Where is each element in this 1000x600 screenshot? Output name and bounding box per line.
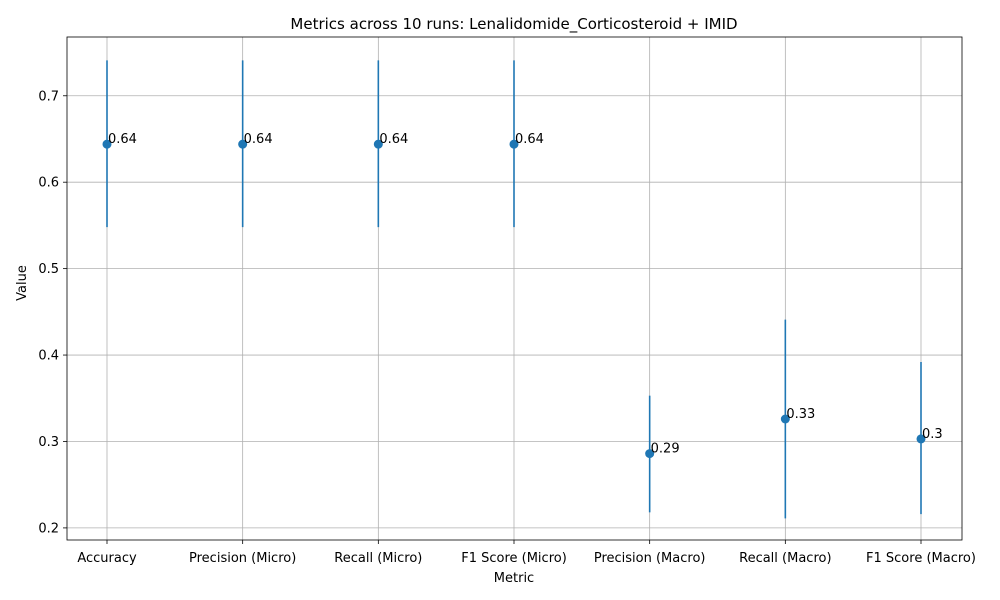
tick-layer: 0.2 0.3 0.4 0.5 0.6 0.7 Accuracy Precision (Mic… bbox=[38, 89, 976, 566]
point-layer bbox=[102, 139, 926, 459]
chart-title: Metrics across 10 runs: Lenalidomide_Cor… bbox=[290, 15, 737, 34]
data-label: 0.29 bbox=[651, 442, 680, 457]
data-label: 0.64 bbox=[515, 132, 544, 147]
x-tick-label: F1 Score (Macro) bbox=[866, 551, 976, 566]
x-tick-label: Recall (Micro) bbox=[334, 551, 422, 566]
data-point bbox=[102, 139, 112, 149]
data-label: 0.3 bbox=[922, 427, 943, 442]
data-point bbox=[373, 139, 383, 149]
x-tick-label: Recall (Macro) bbox=[739, 551, 831, 566]
data-point bbox=[238, 139, 248, 149]
x-tick-label: Precision (Macro) bbox=[594, 551, 706, 566]
data-label: 0.64 bbox=[379, 132, 408, 147]
x-axis-label: Metric bbox=[494, 571, 534, 586]
data-point bbox=[509, 139, 519, 149]
y-tick-label: 0.7 bbox=[38, 89, 59, 104]
data-label: 0.33 bbox=[786, 407, 815, 422]
y-tick-label: 0.4 bbox=[38, 349, 59, 364]
data-point bbox=[916, 434, 926, 444]
y-tick-label: 0.3 bbox=[38, 435, 59, 450]
x-tick-label: F1 Score (Micro) bbox=[461, 551, 567, 566]
y-tick-label: 0.6 bbox=[38, 176, 59, 191]
plot-frame bbox=[66, 36, 963, 541]
data-point bbox=[780, 414, 790, 424]
y-tick-label: 0.5 bbox=[38, 262, 59, 277]
data-label: 0.64 bbox=[244, 132, 273, 147]
x-tick-label: Accuracy bbox=[77, 551, 137, 566]
data-label: 0.64 bbox=[108, 132, 137, 147]
data-label-layer: 0.64 0.64 0.64 0.64 0.29 0.33 0.3 bbox=[108, 132, 943, 456]
x-tick-label: Precision (Micro) bbox=[189, 551, 296, 566]
y-tick-label: 0.2 bbox=[38, 521, 59, 536]
y-axis-label: Value bbox=[15, 265, 30, 301]
data-point bbox=[645, 449, 655, 459]
